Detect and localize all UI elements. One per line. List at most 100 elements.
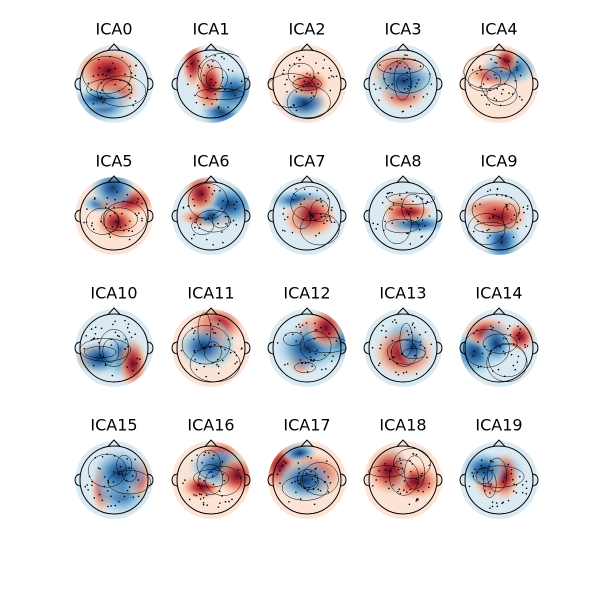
sensor bbox=[290, 106, 292, 108]
topomap: ICA9 bbox=[459, 152, 539, 255]
sensor bbox=[303, 198, 306, 200]
sensor bbox=[412, 452, 414, 455]
nose bbox=[396, 439, 410, 447]
sensor bbox=[403, 80, 405, 82]
sensor bbox=[211, 471, 213, 473]
sensor bbox=[313, 76, 316, 78]
sensor bbox=[377, 364, 380, 367]
sensor bbox=[396, 65, 398, 68]
sensor bbox=[423, 347, 426, 349]
sensor bbox=[525, 480, 528, 483]
sensor bbox=[514, 368, 517, 371]
left-ear bbox=[459, 77, 466, 91]
sensor bbox=[303, 80, 306, 83]
sensor bbox=[93, 497, 96, 499]
sensor bbox=[513, 483, 515, 486]
sensor bbox=[192, 198, 194, 201]
sensor bbox=[98, 493, 101, 496]
sensor bbox=[128, 238, 131, 241]
sensor bbox=[480, 464, 483, 467]
sensor bbox=[205, 200, 207, 202]
sensor bbox=[104, 363, 107, 365]
sensor bbox=[515, 66, 518, 69]
sensor bbox=[92, 228, 95, 230]
sensor bbox=[99, 354, 102, 356]
sensor bbox=[83, 221, 85, 224]
left-ear bbox=[171, 209, 178, 223]
panel-title: ICA4 bbox=[480, 20, 517, 39]
nose bbox=[204, 175, 218, 183]
sensor bbox=[429, 73, 431, 75]
sensor bbox=[416, 216, 419, 219]
sensor bbox=[212, 331, 215, 334]
sensor bbox=[496, 87, 498, 90]
head-outline bbox=[368, 313, 438, 383]
sensor bbox=[521, 484, 524, 486]
sensor bbox=[193, 204, 196, 207]
sensor bbox=[399, 492, 402, 495]
sensor bbox=[105, 203, 108, 205]
sensor bbox=[526, 345, 529, 347]
sensor bbox=[505, 337, 507, 340]
sensor bbox=[373, 83, 375, 86]
sensor bbox=[302, 55, 304, 58]
sensor bbox=[422, 490, 425, 493]
sensor bbox=[201, 461, 203, 464]
sensor bbox=[311, 92, 313, 94]
sensor bbox=[227, 68, 230, 71]
right-ear bbox=[340, 209, 347, 223]
sensor bbox=[323, 481, 326, 484]
sensor bbox=[508, 92, 510, 94]
sensor bbox=[132, 104, 135, 107]
sensor bbox=[286, 363, 289, 365]
sensor bbox=[406, 491, 408, 493]
sensor bbox=[507, 60, 510, 63]
topomap: ICA6 bbox=[171, 152, 251, 255]
sensor bbox=[308, 212, 311, 215]
map bbox=[460, 441, 538, 519]
right-ear bbox=[147, 473, 154, 487]
sensor bbox=[227, 215, 229, 218]
sensor bbox=[128, 486, 131, 488]
sensor bbox=[501, 502, 503, 505]
sensor bbox=[489, 234, 491, 237]
topomap: ICA17 bbox=[267, 416, 347, 519]
sensor bbox=[107, 505, 109, 508]
sensor bbox=[110, 344, 113, 346]
sensor bbox=[90, 328, 93, 330]
sensor bbox=[103, 99, 106, 101]
sensor bbox=[208, 471, 211, 473]
head-outline bbox=[176, 49, 246, 119]
sensor bbox=[392, 484, 395, 486]
sensor bbox=[198, 87, 200, 89]
sensor bbox=[508, 325, 511, 327]
sensor bbox=[469, 84, 471, 87]
sensor bbox=[203, 74, 205, 77]
sensor bbox=[410, 331, 413, 334]
sensor bbox=[385, 330, 387, 332]
sensor bbox=[488, 217, 491, 220]
sensor bbox=[305, 472, 308, 475]
sensor bbox=[383, 78, 386, 80]
contour bbox=[287, 62, 315, 86]
sensor bbox=[208, 66, 211, 68]
sensor bbox=[124, 319, 126, 322]
sensor bbox=[331, 360, 333, 363]
sensor bbox=[398, 488, 401, 490]
sensor bbox=[484, 94, 486, 96]
sensor bbox=[215, 98, 218, 101]
sensor bbox=[204, 451, 207, 454]
contour bbox=[196, 449, 221, 479]
map bbox=[172, 441, 250, 519]
sensor bbox=[332, 355, 334, 358]
sensor bbox=[217, 506, 220, 508]
topomap: ICA14 bbox=[459, 284, 539, 387]
sensor bbox=[100, 82, 103, 84]
nose bbox=[107, 307, 121, 315]
sensor bbox=[187, 204, 190, 207]
sensor bbox=[111, 226, 114, 228]
sensor bbox=[412, 200, 414, 203]
sensor bbox=[102, 73, 104, 76]
sensor bbox=[306, 371, 309, 373]
sensor bbox=[489, 89, 491, 92]
